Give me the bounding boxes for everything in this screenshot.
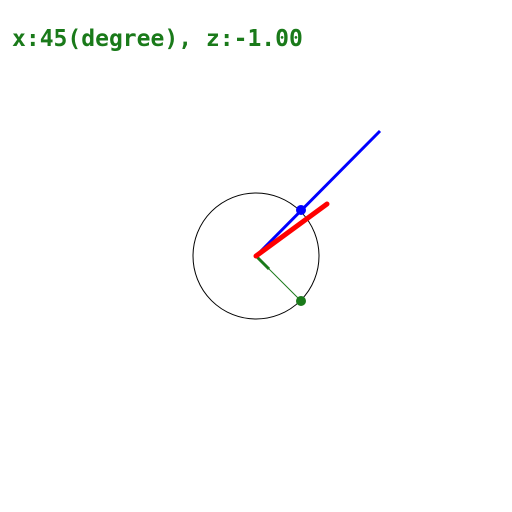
x-value: 45 <box>39 26 68 52</box>
green-handle[interactable] <box>296 296 306 306</box>
z-label: z: <box>205 26 234 52</box>
coordinate-readout: x:45(degree), z:-1.00 <box>12 24 303 54</box>
separator: , <box>178 26 206 52</box>
x-label: x: <box>12 26 40 52</box>
red-vector <box>253 201 330 259</box>
green-vector-base <box>254 254 271 271</box>
z-value: -1.00 <box>233 26 303 52</box>
blue-vector <box>254 129 382 258</box>
unit-circle <box>192 192 320 320</box>
x-unit: (degree) <box>67 26 179 52</box>
blue-handle[interactable] <box>296 205 306 215</box>
